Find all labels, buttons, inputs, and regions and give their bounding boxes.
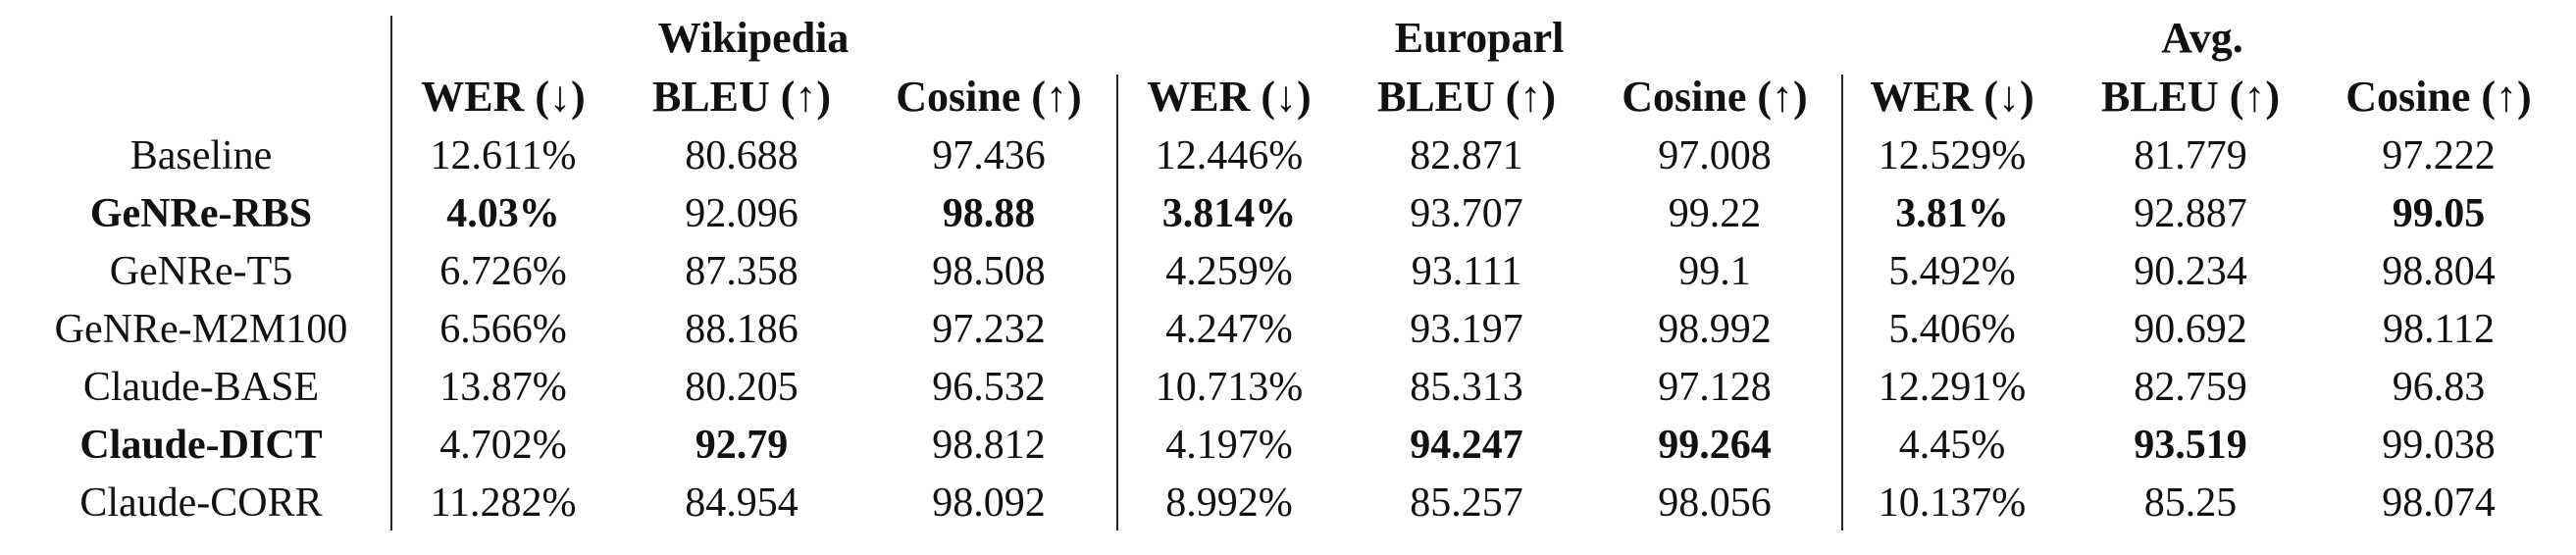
metric-header-europarl-bleu: BLEU (↑): [1376, 73, 1557, 121]
cell-europarl-cosine: 99.1: [1678, 249, 1751, 294]
row-label: GeNRe-M2M100: [54, 307, 348, 352]
cell-avg-wer: 4.45%: [1898, 423, 2006, 468]
cell-europarl-bleu: 85.313: [1410, 365, 1523, 410]
cell-wikipedia-cosine: 97.436: [932, 133, 1046, 178]
metric-header-wikipedia-bleu: BLEU (↑): [651, 73, 832, 121]
metric-header-avg-bleu: BLEU (↑): [2100, 73, 2281, 121]
cell-wikipedia-bleu: 92.096: [685, 191, 799, 236]
cell-europarl-cosine: 98.056: [1658, 480, 1772, 526]
cell-avg-wer: 12.291%: [1878, 365, 2027, 410]
cell-europarl-wer: 4.197%: [1165, 423, 1293, 468]
cell-wikipedia-wer: 4.03%: [446, 191, 560, 236]
cell-wikipedia-bleu: 87.358: [685, 249, 799, 294]
cell-wikipedia-cosine: 98.812: [932, 423, 1046, 468]
cell-europarl-cosine: 99.22: [1668, 191, 1762, 236]
group-header-avg: Avg.: [2161, 14, 2243, 62]
cell-avg-bleu: 85.25: [2143, 480, 2238, 526]
metric-header-europarl-cosine: Cosine (↑): [1622, 73, 1808, 121]
row-label: Claude-DICT: [79, 423, 323, 468]
cell-europarl-wer: 8.992%: [1165, 480, 1293, 526]
cell-wikipedia-bleu: 88.186: [685, 307, 799, 352]
column-separator-names: [390, 16, 392, 530]
metric-header-avg-cosine: Cosine (↑): [2345, 73, 2532, 121]
cell-wikipedia-bleu: 84.954: [685, 480, 799, 526]
cell-europarl-bleu: 94.247: [1410, 423, 1523, 468]
cell-europarl-wer: 4.259%: [1165, 249, 1293, 294]
metric-header-avg-wer: WER (↓): [1870, 73, 2035, 121]
cell-europarl-bleu: 85.257: [1410, 480, 1523, 526]
cell-avg-cosine: 97.222: [2382, 133, 2496, 178]
row-label: Baseline: [129, 133, 273, 178]
cell-avg-wer: 5.492%: [1888, 249, 2016, 294]
cell-wikipedia-wer: 6.726%: [439, 249, 567, 294]
cell-europarl-wer: 3.814%: [1161, 191, 1297, 236]
row-label: Claude-CORR: [79, 480, 323, 526]
cell-wikipedia-cosine: 98.88: [942, 191, 1036, 236]
cell-europarl-bleu: 93.197: [1410, 307, 1523, 352]
group-header-europarl: Europarl: [1394, 14, 1565, 62]
cell-europarl-wer: 12.446%: [1155, 133, 1304, 178]
cell-europarl-cosine: 97.008: [1658, 133, 1772, 178]
cell-europarl-cosine: 97.128: [1658, 365, 1772, 410]
cell-europarl-cosine: 99.264: [1658, 423, 1772, 468]
cell-wikipedia-bleu: 80.688: [685, 133, 799, 178]
cell-wikipedia-wer: 4.702%: [439, 423, 567, 468]
cell-avg-bleu: 93.519: [2134, 423, 2247, 468]
column-separator-europarl-avg: [1841, 75, 1843, 530]
cell-europarl-bleu: 82.871: [1410, 133, 1523, 178]
cell-wikipedia-cosine: 96.532: [932, 365, 1046, 410]
cell-europarl-wer: 10.713%: [1155, 365, 1304, 410]
metric-header-wikipedia-wer: WER (↓): [421, 73, 586, 121]
cell-avg-wer: 3.81%: [1895, 191, 2009, 236]
cell-wikipedia-bleu: 80.205: [685, 365, 799, 410]
cell-avg-wer: 12.529%: [1878, 133, 2027, 178]
row-label: GeNRe-RBS: [89, 191, 313, 236]
cell-avg-cosine: 98.112: [2383, 307, 2495, 352]
cell-avg-bleu: 90.692: [2134, 307, 2247, 352]
cell-avg-cosine: 99.038: [2382, 423, 2496, 468]
cell-avg-wer: 10.137%: [1878, 480, 2027, 526]
cell-avg-cosine: 99.05: [2392, 191, 2486, 236]
cell-avg-wer: 5.406%: [1888, 307, 2016, 352]
cell-europarl-bleu: 93.707: [1410, 191, 1523, 236]
cell-avg-bleu: 92.887: [2134, 191, 2247, 236]
row-label: GeNRe-T5: [109, 249, 293, 294]
cell-wikipedia-cosine: 97.232: [932, 307, 1046, 352]
cell-wikipedia-bleu: 92.79: [695, 423, 789, 468]
cell-avg-cosine: 96.83: [2392, 365, 2486, 410]
cell-wikipedia-wer: 6.566%: [439, 307, 567, 352]
group-header-wikipedia: Wikipedia: [657, 14, 850, 62]
cell-europarl-bleu: 93.111: [1411, 249, 1522, 294]
cell-wikipedia-wer: 12.611%: [430, 133, 577, 178]
row-label: Claude-BASE: [82, 365, 320, 410]
cell-wikipedia-cosine: 98.508: [932, 249, 1046, 294]
column-separator-wikipedia-europarl: [1116, 75, 1118, 530]
cell-europarl-cosine: 98.992: [1658, 307, 1772, 352]
cell-avg-bleu: 82.759: [2134, 365, 2247, 410]
cell-europarl-wer: 4.247%: [1165, 307, 1293, 352]
cell-avg-cosine: 98.804: [2382, 249, 2496, 294]
cell-wikipedia-cosine: 98.092: [932, 480, 1046, 526]
cell-wikipedia-wer: 11.282%: [430, 480, 577, 526]
cell-avg-cosine: 98.074: [2382, 480, 2496, 526]
cell-avg-bleu: 81.779: [2134, 133, 2247, 178]
cell-avg-bleu: 90.234: [2134, 249, 2247, 294]
cell-wikipedia-wer: 13.87%: [439, 365, 567, 410]
metric-header-wikipedia-cosine: Cosine (↑): [896, 73, 1082, 121]
metric-header-europarl-wer: WER (↓): [1147, 73, 1312, 121]
